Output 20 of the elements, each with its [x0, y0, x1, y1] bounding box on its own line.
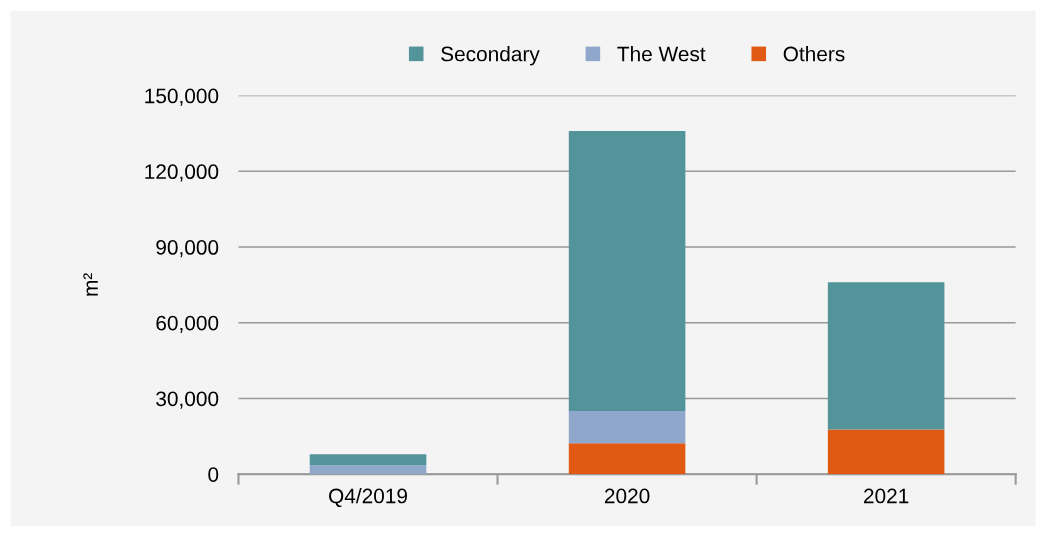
- y-tick-label: 90,000: [156, 240, 219, 258]
- y-tick-label: 150,000: [145, 88, 219, 106]
- x-tick-label: 2020: [604, 488, 650, 504]
- bar: [827, 429, 945, 475]
- bar: [309, 465, 427, 475]
- x-tick-label: Q4/2019: [329, 488, 407, 508]
- bar: [568, 443, 686, 475]
- legend-label: Secondary: [441, 46, 540, 66]
- y-axis-title: m²: [83, 273, 98, 296]
- y-tick-label: 30,000: [156, 391, 219, 409]
- bar: [827, 282, 945, 430]
- legend-label: Others: [783, 46, 845, 62]
- bar: [568, 130, 686, 412]
- y-tick-label: 60,000: [156, 315, 219, 333]
- y-tick-label: 0: [208, 467, 219, 482]
- legend-label: The West: [617, 46, 706, 62]
- bar: [309, 454, 427, 466]
- bar: [568, 411, 686, 444]
- y-tick-label: 120,000: [145, 164, 219, 182]
- x-tick-label: 2021: [864, 488, 909, 504]
